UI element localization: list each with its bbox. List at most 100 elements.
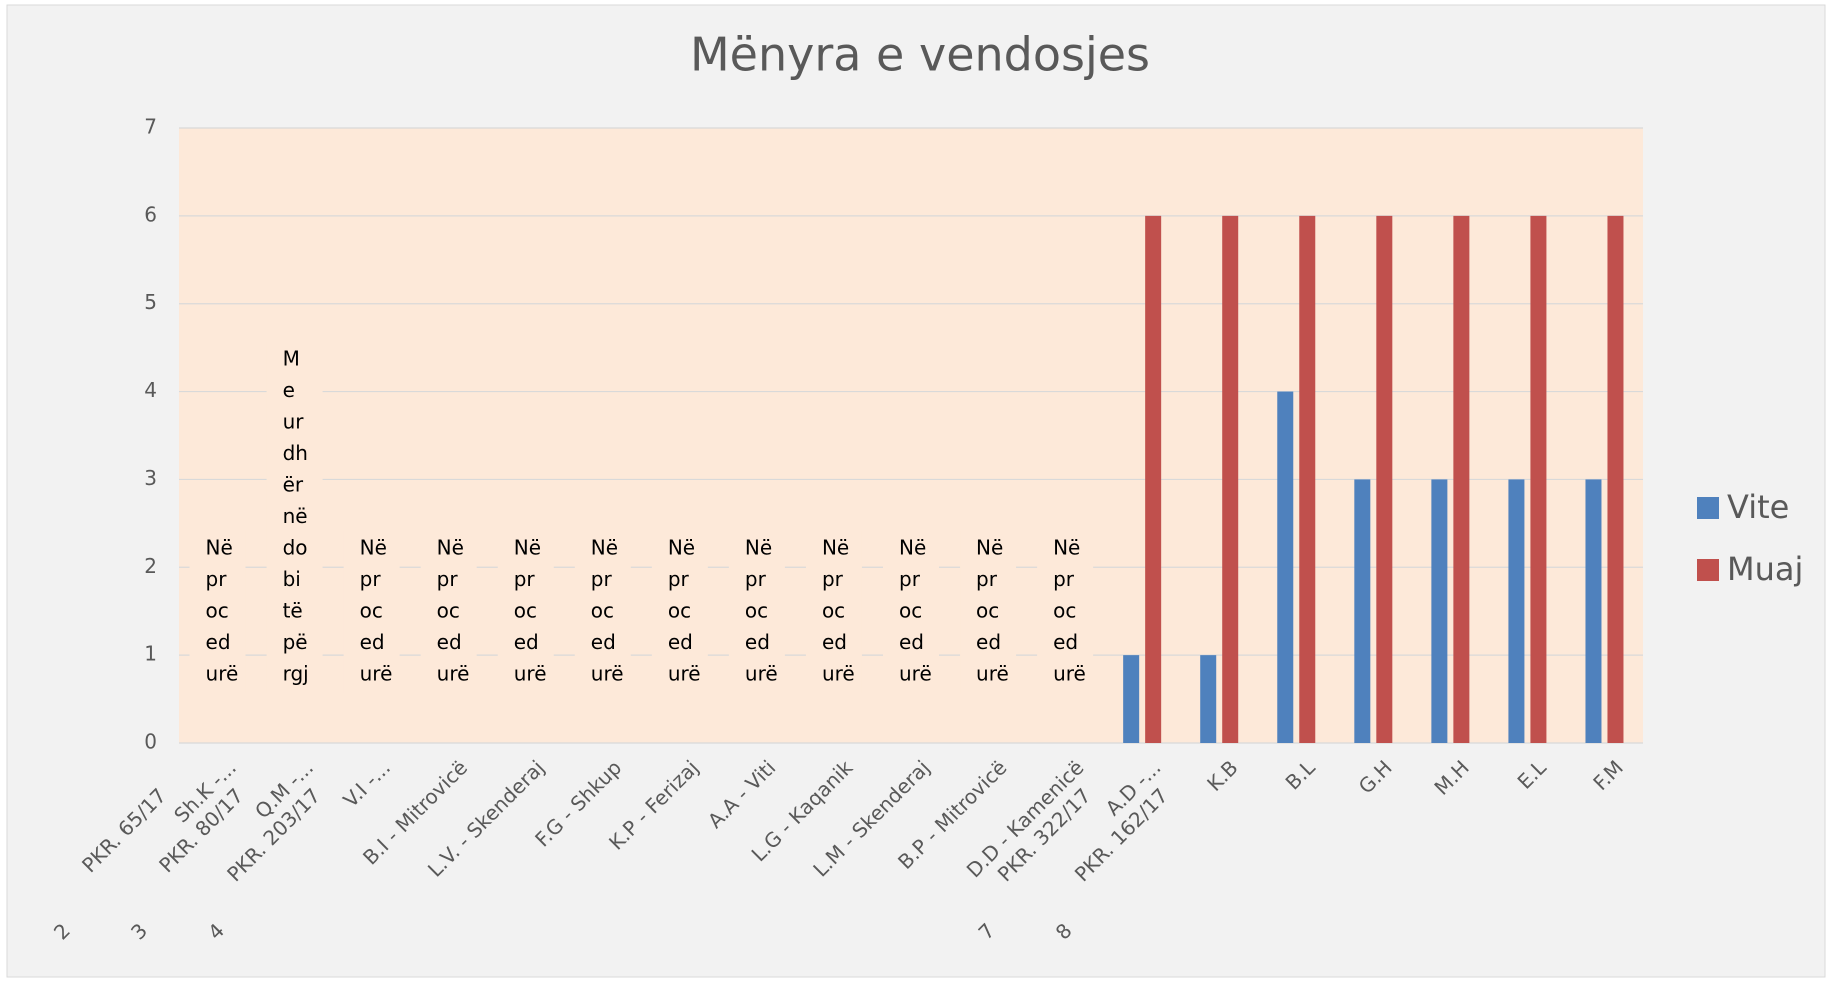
bar — [1222, 215, 1239, 743]
category-note: urë — [745, 662, 778, 686]
category-note: urë — [360, 662, 393, 686]
note-background — [574, 531, 631, 693]
category-note: oc — [360, 599, 383, 623]
category-note: Në — [668, 536, 695, 560]
category-note: ed — [591, 630, 616, 654]
category-note: urë — [437, 662, 470, 686]
category-note: ed — [514, 630, 539, 654]
category-note: pr — [437, 567, 459, 591]
legend-swatch — [1697, 497, 1719, 519]
category-note: të — [283, 599, 303, 623]
category-note: Në — [437, 536, 464, 560]
bar — [1123, 655, 1140, 743]
bar — [1200, 655, 1217, 743]
category-note: Në — [822, 536, 849, 560]
category-note: ed — [745, 630, 770, 654]
y-tick-label: 1 — [144, 642, 157, 666]
category-note: e — [283, 378, 295, 402]
category-note: pr — [668, 567, 690, 591]
bar — [1508, 479, 1525, 743]
note-background — [883, 531, 939, 693]
category-note: Në — [899, 536, 926, 560]
category-note: pr — [899, 567, 921, 591]
note-background — [805, 531, 862, 693]
category-note: oc — [822, 599, 845, 623]
category-note: ed — [668, 630, 693, 654]
note-background — [189, 531, 246, 693]
category-note: Në — [514, 536, 541, 560]
category-note: pr — [745, 567, 767, 591]
category-note: pë — [283, 630, 308, 654]
bar — [1145, 215, 1162, 743]
category-note: oc — [437, 599, 460, 623]
y-tick-label: 7 — [144, 115, 157, 139]
category-note: urë — [1053, 662, 1086, 686]
y-tick-label: 6 — [144, 202, 157, 226]
category-note: urë — [822, 662, 855, 686]
bar — [1530, 215, 1547, 743]
category-note: M — [283, 347, 300, 371]
category-note: ur — [283, 410, 305, 434]
category-note: ed — [437, 630, 462, 654]
y-tick-label: 0 — [144, 730, 157, 754]
category-note: Në — [1053, 536, 1080, 560]
category-note: urë — [976, 662, 1009, 686]
bar — [1376, 215, 1393, 743]
category-note: pr — [822, 567, 844, 591]
category-note: pr — [514, 567, 536, 591]
note-background — [343, 531, 400, 693]
y-tick-label: 3 — [144, 466, 157, 490]
category-note: Në — [976, 536, 1003, 560]
category-note: ed — [976, 630, 1001, 654]
category-note: bi — [283, 567, 301, 591]
y-tick-label: 2 — [144, 554, 157, 578]
category-note: ed — [206, 630, 231, 654]
note-background — [266, 342, 323, 693]
legend-label: Vite — [1727, 488, 1789, 526]
chart-title: Mënyra e vendosjes — [690, 28, 1150, 82]
category-note: oc — [206, 599, 229, 623]
note-background — [1037, 531, 1094, 693]
note-background — [960, 531, 1017, 693]
note-background — [728, 531, 785, 693]
category-note: në — [283, 504, 308, 528]
category-note: pr — [1053, 567, 1075, 591]
category-note: oc — [899, 599, 922, 623]
category-note: urë — [591, 662, 624, 686]
category-note: oc — [668, 599, 691, 623]
category-note: urë — [514, 662, 547, 686]
category-note: urë — [899, 662, 932, 686]
category-note: ed — [1053, 630, 1078, 654]
category-note: pr — [976, 567, 998, 591]
note-background — [420, 531, 477, 693]
category-note: oc — [1053, 599, 1076, 623]
category-note: urë — [206, 662, 239, 686]
category-note: Në — [591, 536, 618, 560]
bar — [1431, 479, 1448, 743]
category-note: Në — [206, 536, 233, 560]
bar — [1354, 479, 1371, 743]
category-note: oc — [745, 599, 768, 623]
category-note: do — [283, 536, 308, 560]
note-background — [497, 531, 554, 693]
legend-label: Muaj — [1727, 550, 1803, 588]
y-tick-label: 4 — [144, 378, 157, 402]
bar — [1453, 215, 1470, 743]
y-tick-label: 5 — [144, 290, 157, 314]
category-note: ed — [822, 630, 847, 654]
category-note: pr — [591, 567, 613, 591]
category-note: ed — [360, 630, 385, 654]
category-note: oc — [976, 599, 999, 623]
bar — [1299, 215, 1316, 743]
category-note: dh — [283, 441, 308, 465]
note-background — [651, 531, 708, 693]
category-note: oc — [591, 599, 614, 623]
category-note: urë — [668, 662, 701, 686]
category-note: pr — [360, 567, 382, 591]
category-note: Në — [360, 536, 387, 560]
category-note: Në — [745, 536, 772, 560]
category-note: oc — [514, 599, 537, 623]
category-note: rgj — [283, 662, 309, 686]
category-note: ed — [899, 630, 924, 654]
